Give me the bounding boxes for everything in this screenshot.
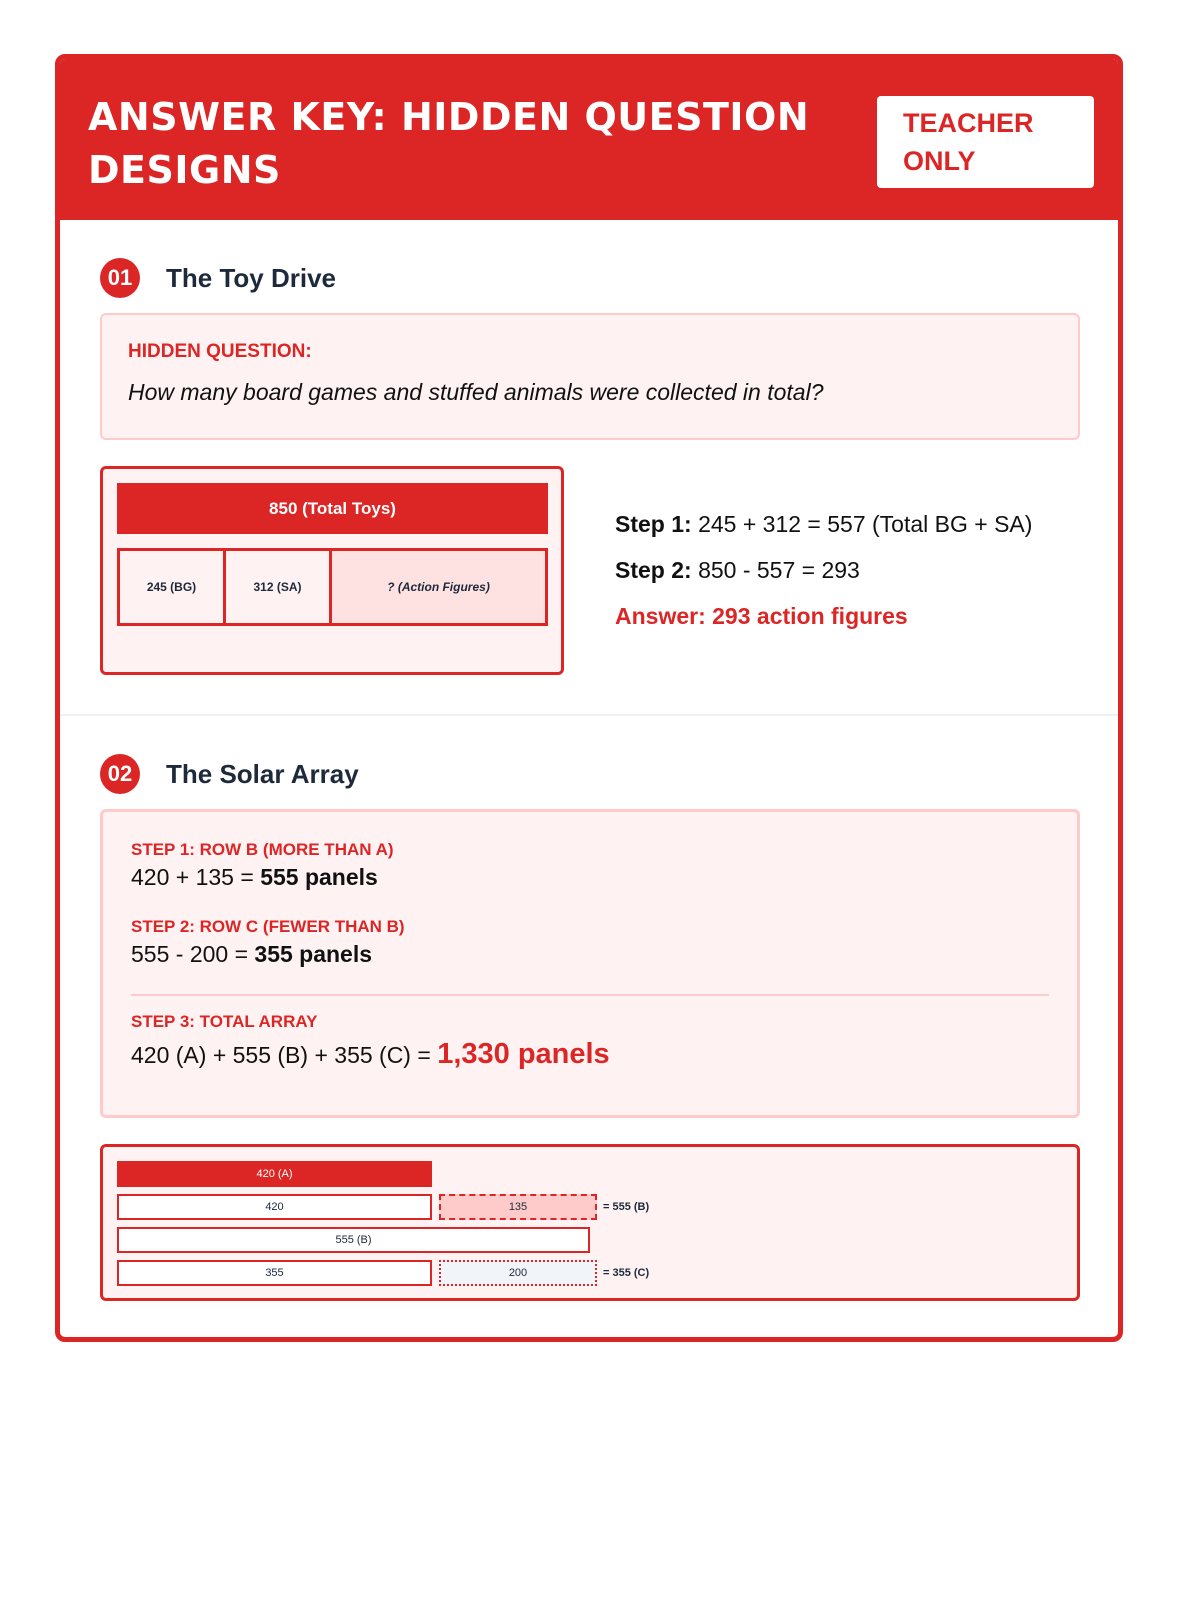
total-bar: 850 (Total Toys) (117, 483, 548, 534)
step-2: Step 2: 850 - 557 = 293 (615, 547, 1032, 593)
problem-title: The Solar Array (166, 759, 359, 789)
tape-diagram: 850 (Total Toys) 245 (BG) 312 (SA) ? (Ac… (100, 466, 564, 675)
solution-steps: Step 1: 245 + 312 = 557 (Total BG + SA) … (615, 501, 1032, 639)
step-1: Step 1: 245 + 312 = 557 (Total BG + SA) (615, 501, 1032, 547)
row-b-equation: = 555 (B) (603, 1201, 650, 1213)
hidden-question-label: HIDDEN QUESTION: (128, 341, 312, 362)
row-a-bar: 420 (A) (117, 1161, 432, 1187)
row-c-base: 355 (117, 1260, 432, 1286)
expr: 420 + 135 = (131, 864, 261, 890)
step-label: Step 1: (615, 511, 692, 537)
section-divider (60, 714, 1118, 716)
part-stuffed-animals: 312 (SA) (226, 551, 332, 623)
step-2-expr: 555 - 200 = 355 panels (131, 941, 1049, 968)
result: 355 panels (254, 941, 373, 967)
row-c-removed: 200 (439, 1260, 597, 1286)
step-text: 245 + 312 = 557 (Total BG + SA) (698, 511, 1033, 537)
bar-model: 420 (A) 420 135 = 555 (B) 555 (B) 355 20… (100, 1144, 1080, 1301)
solution-box: STEP 1: ROW B (MORE THAN A) 420 + 135 = … (100, 809, 1080, 1118)
page-title: ANSWER KEY: HIDDEN QUESTION DESIGNS (88, 95, 810, 192)
problem-solar-array: 02 The Solar Array STEP 1: ROW B (MORE T… (100, 716, 1080, 1316)
problem-toy-drive: 01 The Toy Drive HIDDEN QUESTION: How ma… (100, 220, 1080, 710)
problem-number: 02 (100, 754, 140, 794)
problem-number: 01 (100, 258, 140, 298)
teacher-only-badge: TEACHER ONLY (877, 96, 1094, 188)
step-label: STEP 3: TOTAL ARRAY (131, 1012, 318, 1031)
step-label: Step 2: (615, 557, 692, 583)
row-b-total: 555 (B) (117, 1227, 590, 1253)
problem-title: The Toy Drive (166, 263, 337, 293)
step-1-expr: 420 + 135 = 555 panels (131, 864, 1049, 891)
part-board-games: 245 (BG) (120, 551, 226, 623)
total-result: 1,330 panels (437, 1038, 610, 1070)
answer-key-card: ANSWER KEY: HIDDEN QUESTION DESIGNS TEAC… (55, 54, 1123, 1342)
result: 555 panels (260, 864, 378, 890)
step-text: 850 - 557 = 293 (698, 557, 860, 583)
divider (131, 994, 1049, 996)
hidden-question-box: HIDDEN QUESTION: How many board games an… (100, 313, 1080, 440)
header: ANSWER KEY: HIDDEN QUESTION DESIGNS TEAC… (60, 59, 1118, 220)
step-label: STEP 2: ROW C (FEWER THAN B) (131, 917, 405, 936)
step-3-expr: 420 (A) + 555 (B) + 355 (C) = 1,330 pane… (131, 1038, 1049, 1071)
hidden-question-text: How many board games and stuffed animals… (128, 379, 824, 405)
row-c-equation: = 355 (C) (603, 1267, 650, 1279)
part-action-figures: ? (Action Figures) (332, 551, 545, 623)
row-b-base: 420 (117, 1194, 432, 1220)
expr: 555 - 200 = (131, 941, 255, 967)
parts-bar: 245 (BG) 312 (SA) ? (Action Figures) (117, 548, 548, 626)
expr: 420 (A) + 555 (B) + 355 (C) = (131, 1042, 438, 1068)
answer: Answer: 293 action figures (615, 603, 908, 629)
step-label: STEP 1: ROW B (MORE THAN A) (131, 840, 394, 859)
row-b-extra: 135 (439, 1194, 597, 1220)
